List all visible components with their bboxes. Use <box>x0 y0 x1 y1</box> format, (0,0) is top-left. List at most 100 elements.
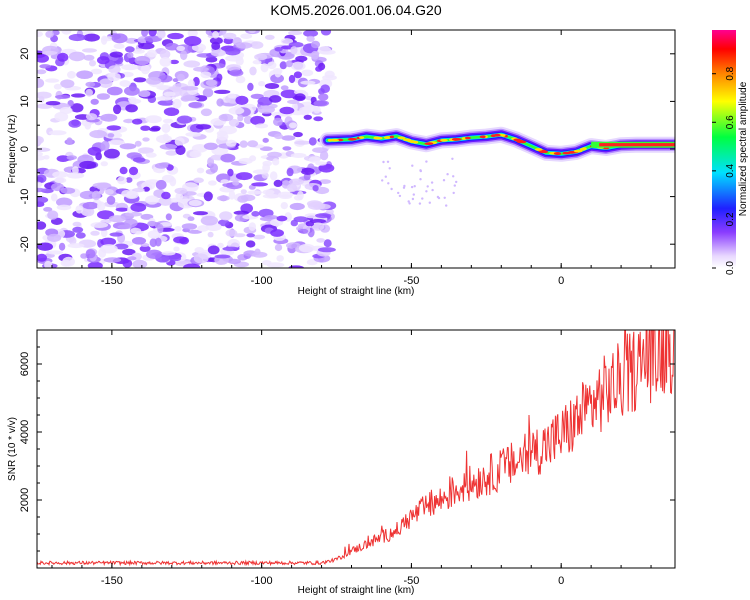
track-peak <box>490 134 496 138</box>
noise-blob <box>313 105 321 114</box>
noise-blob <box>324 70 335 79</box>
noise-blob <box>325 209 334 215</box>
noise-blob <box>235 75 246 84</box>
noise-blob <box>193 253 209 264</box>
noise-dot <box>451 157 454 160</box>
noise-dot <box>411 197 415 201</box>
noise-blob <box>305 221 315 227</box>
noise-blob <box>269 171 278 181</box>
noise-blob <box>145 77 162 85</box>
noise-blob <box>134 140 142 147</box>
noise-blob <box>54 111 69 122</box>
noise-blob <box>92 182 111 189</box>
y-tick-label: 6000 <box>19 352 31 376</box>
noise-blob <box>259 146 273 151</box>
noise-blob <box>130 227 142 234</box>
noise-blob <box>91 190 101 201</box>
noise-blob <box>176 115 193 124</box>
noise-blob <box>119 80 131 87</box>
noise-blob <box>83 33 100 42</box>
noise-blob <box>313 100 330 107</box>
noise-blob <box>147 220 157 227</box>
noise-blob <box>113 104 122 115</box>
noise-blob <box>68 51 86 62</box>
noise-blob <box>200 108 212 117</box>
noise-blob <box>317 46 332 55</box>
noise-blob <box>264 83 280 89</box>
noise-blob <box>108 215 126 223</box>
noise-blob <box>260 63 269 73</box>
noise-blob <box>99 78 113 88</box>
track-peak <box>573 149 583 153</box>
noise-blob <box>288 265 304 268</box>
noise-blob <box>181 86 199 91</box>
noise-blob <box>121 64 139 71</box>
noise-dot <box>455 180 458 184</box>
noise-blob <box>267 61 277 70</box>
noise-blob <box>83 54 95 61</box>
noise-blob <box>218 219 230 227</box>
noise-blob <box>294 89 307 95</box>
noise-blob <box>318 93 329 101</box>
noise-blob <box>288 74 296 84</box>
track-peak <box>465 136 471 140</box>
noise-blob <box>261 172 269 179</box>
noise-blob <box>235 172 253 181</box>
noise-blob <box>174 137 185 147</box>
noise-blob <box>109 51 123 58</box>
noise-blob <box>85 113 98 121</box>
noise-blob <box>225 229 238 237</box>
noise-dot <box>408 202 411 205</box>
noise-blob <box>80 253 88 259</box>
noise-blob <box>161 123 171 133</box>
noise-blob <box>156 30 166 39</box>
noise-blob <box>37 31 43 37</box>
noise-blob <box>274 47 283 52</box>
noise-blob <box>193 66 209 72</box>
noise-blob <box>188 199 202 207</box>
noise-blob <box>90 98 99 105</box>
noise-blob <box>98 247 107 258</box>
noise-blob <box>262 194 280 199</box>
noise-blob <box>57 52 69 62</box>
noise-blob <box>66 155 78 161</box>
noise-blob <box>281 135 296 141</box>
noise-blob <box>280 202 288 210</box>
noise-blob <box>293 216 309 223</box>
noise-blob <box>128 166 139 176</box>
noise-blob <box>227 93 237 99</box>
noise-dot <box>382 160 385 164</box>
noise-blob <box>48 130 67 136</box>
noise-blob <box>303 173 311 181</box>
track-peak <box>397 136 406 140</box>
noise-blob <box>56 204 72 211</box>
noise-blob <box>125 37 139 44</box>
noise-dot <box>419 178 422 181</box>
noise-blob <box>163 107 180 116</box>
noise-blob <box>191 144 208 153</box>
noise-blob <box>132 49 145 54</box>
noise-blob <box>286 167 294 177</box>
noise-blob <box>235 56 244 66</box>
noise-blob <box>308 156 321 163</box>
noise-blob <box>170 197 180 203</box>
noise-blob <box>70 103 84 113</box>
noise-blob <box>174 187 188 195</box>
snr-panel: -150 -100 -50 0 2000 4000 6000 Height of strai… <box>7 329 676 596</box>
noise-dot <box>413 185 416 188</box>
noise-blob <box>143 186 150 192</box>
noise-blob <box>108 65 121 74</box>
noise-blob <box>67 71 76 79</box>
noise-blob <box>75 205 84 214</box>
noise-dot <box>411 164 414 167</box>
noise-blob <box>97 56 110 65</box>
noise-blob <box>252 169 269 174</box>
noise-blob <box>288 178 304 186</box>
noise-blob <box>156 96 173 101</box>
noise-blob <box>258 81 266 87</box>
noise-blob <box>106 125 122 131</box>
noise-dot <box>452 175 455 178</box>
noise-blob <box>264 215 278 219</box>
track-peak <box>424 142 434 146</box>
noise-blob <box>216 73 223 82</box>
